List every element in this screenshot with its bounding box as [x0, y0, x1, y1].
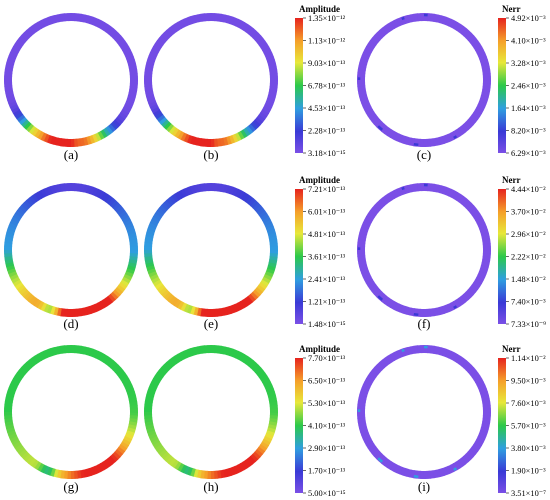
colorbar-title: Amplitude	[299, 175, 340, 185]
colorbar-tick-label: 3.70×10⁻²	[511, 208, 546, 217]
colorbar-tick-label: 3.51×10⁻⁷	[511, 489, 546, 498]
colorbar-tick-label: 7.40×10⁻³	[511, 298, 546, 307]
colorbar-tick-label: 7.70×10⁻¹³	[308, 354, 346, 363]
ring-panel-d	[3, 182, 139, 318]
colorbar-tick-label: 9.50×10⁻³	[511, 377, 546, 386]
colorbar-tick-label: 4.53×10⁻¹³	[308, 104, 346, 113]
error-speck	[377, 457, 384, 463]
colorbar-tick-label: 2.90×10⁻¹³	[308, 444, 346, 453]
ring-panel-e	[143, 182, 279, 318]
colorbar-tick-label: 7.60×10⁻³	[511, 399, 546, 408]
colorbar-tick-label: 6.50×10⁻¹³	[308, 377, 346, 386]
colorbar-tick-label: 1.35×10⁻¹²	[308, 14, 346, 23]
colorbar-title: Amplitude	[299, 4, 340, 14]
colorbar-tick-label: 4.81×10⁻¹³	[308, 230, 346, 239]
colorbar-tick-label: 2.96×10⁻²	[511, 230, 546, 239]
colorbar-tick-label: 3.61×10⁻¹³	[308, 253, 346, 262]
colorbar-tick-label: 9.03×10⁻¹³	[308, 59, 346, 68]
colorbar-tick-label: 1.64×10⁻³	[511, 104, 546, 113]
colorbar-gradient	[498, 358, 506, 493]
colorbar-tick-label: 4.92×10⁻³	[511, 14, 546, 23]
error-speck	[377, 295, 384, 301]
colorbar-gradient	[295, 358, 303, 493]
error-speck	[377, 125, 384, 131]
colorbar-tick-label: 4.10×10⁻¹³	[308, 422, 346, 431]
colorbar-tick-label: 5.00×10⁻¹⁵	[308, 489, 346, 498]
colorbar-tick-label: 3.28×10⁻³	[511, 59, 546, 68]
error-speck	[413, 312, 419, 316]
ring-panel-b	[143, 12, 279, 148]
panel-label: (d)	[63, 316, 78, 331]
error-speck	[413, 474, 419, 478]
colorbar-gradient	[295, 189, 303, 324]
colorbar-tick-label: 5.70×10⁻³	[511, 422, 546, 431]
ring-panel-a	[3, 12, 139, 148]
colorbar-tick-label: 1.48×10⁻¹⁵	[308, 320, 346, 329]
error-speck	[401, 186, 405, 191]
panel-label: (i)	[418, 479, 430, 494]
ring-panel-i	[356, 344, 492, 480]
panel-label: (g)	[63, 479, 78, 494]
rings-layer	[3, 12, 492, 480]
panel-label: (e)	[204, 316, 218, 331]
panel-label: (b)	[203, 147, 218, 162]
colorbar-tick-label: 5.30×10⁻¹³	[308, 399, 346, 408]
ring-panel-g	[3, 344, 139, 480]
error-speck	[401, 348, 405, 353]
colorbars: Amplitude1.35×10⁻¹²1.13×10⁻¹²9.03×10⁻¹³6…	[295, 4, 546, 498]
colorbar-tick-label: 8.20×10⁻³	[511, 127, 546, 136]
error-speck	[401, 16, 405, 21]
panel-label: (a)	[64, 147, 78, 162]
colorbar-tick-label: 1.70×10⁻¹³	[308, 467, 346, 476]
colorbar-tick-label: 4.10×10⁻³	[511, 37, 546, 46]
panel-labels: (a) (b) (c) (d) (e) (f) (g) (h) (i)	[63, 147, 431, 494]
colorbar-tick-label: 1.21×10⁻¹³	[308, 298, 346, 307]
colorbar-tick-label: 3.80×10⁻³	[511, 444, 546, 453]
colorbar-gradient	[498, 189, 506, 324]
colorbar-tick-label: 1.14×10⁻²	[511, 354, 546, 363]
colorbar-tick-label: 4.44×10⁻²	[511, 185, 546, 194]
panel-label: (f)	[418, 316, 431, 331]
colorbar-gradient	[295, 18, 303, 153]
colorbar-tick-label: 3.18×10⁻¹⁵	[308, 149, 346, 158]
colorbar-tick-label: 1.90×10⁻³	[511, 467, 546, 476]
error-speck	[453, 305, 458, 309]
colorbar-tick-label: 2.28×10⁻¹³	[308, 127, 346, 136]
colorbar-title: Nerr	[502, 344, 520, 354]
error-speck	[453, 467, 458, 471]
colorbar-tick-label: 7.33×10⁻⁹	[511, 320, 546, 329]
error-speck	[413, 142, 419, 146]
colorbar-tick-label: 2.46×10⁻³	[511, 82, 546, 91]
colorbar-title: Amplitude	[299, 344, 340, 354]
ring-panel-h	[143, 344, 279, 480]
ring-panel-c	[356, 12, 492, 148]
colorbar-tick-label: 6.01×10⁻¹³	[308, 208, 346, 217]
ring-panel-f	[356, 182, 492, 318]
colorbar-tick-label: 6.78×10⁻¹³	[308, 82, 346, 91]
panel-label: (c)	[417, 147, 431, 162]
colorbar-tick-label: 2.41×10⁻¹³	[308, 275, 346, 284]
colorbar-tick-label: 7.21×10⁻¹³	[308, 185, 346, 194]
colorbar-tick-label: 2.22×10⁻²	[511, 253, 546, 262]
colorbar-title: Nerr	[502, 175, 520, 185]
colorbar-gradient	[498, 18, 506, 153]
error-speck	[453, 135, 458, 139]
colorbar-tick-label: 6.29×10⁻³	[511, 149, 546, 158]
panel-label: (h)	[203, 479, 218, 494]
colorbar-tick-label: 1.13×10⁻¹²	[308, 37, 346, 46]
colorbar-tick-label: 1.48×10⁻²	[511, 275, 546, 284]
colorbar-title: Nerr	[502, 4, 520, 14]
